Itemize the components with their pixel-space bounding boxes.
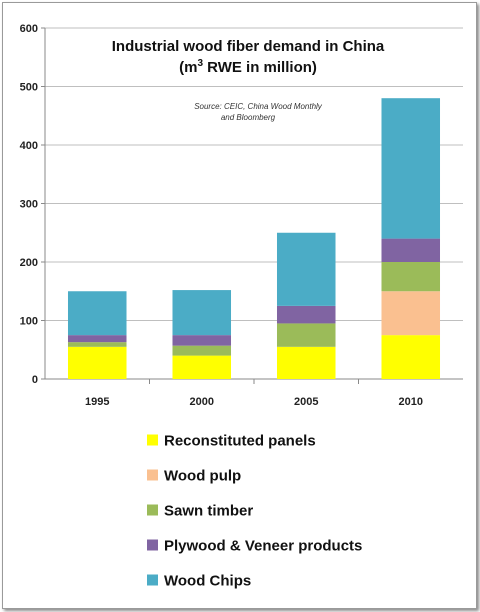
legend-label: Reconstituted panels — [164, 433, 316, 450]
bar-segment — [381, 98, 441, 239]
y-tick-label: 200 — [20, 257, 38, 269]
title-unit-sup: 3 — [197, 58, 203, 69]
y-tick-label: 400 — [20, 140, 38, 152]
x-axis: 1995 2000 2005 2010 — [45, 378, 463, 408]
bar-segment — [381, 291, 441, 336]
chart-title-line1: Industrial wood fiber demand in China — [112, 38, 385, 55]
bar-segment — [67, 335, 127, 343]
x-tick-label: 2000 — [190, 396, 214, 408]
x-tick-label: 2005 — [294, 396, 318, 408]
title-unit-pre: (m — [179, 59, 197, 76]
legend-label: Wood pulp — [164, 468, 241, 485]
bar-segment — [172, 335, 232, 346]
x-tick-label: 1995 — [85, 396, 109, 408]
bar-segment — [276, 305, 336, 324]
y-axis: 0 100 200 300 400 500 600 — [20, 23, 46, 386]
bar-segment — [67, 342, 127, 347]
chart-title-line2: (m3 RWE in million) — [179, 58, 317, 76]
legend-swatch — [147, 469, 158, 481]
source-line2: and Bloomberg — [221, 113, 276, 122]
bar-segment — [276, 346, 336, 379]
title-unit-post: RWE in million) — [203, 59, 317, 76]
bar-segment — [67, 291, 127, 336]
bar-segment — [172, 290, 232, 336]
legend-swatch — [147, 574, 158, 586]
y-tick-label: 0 — [32, 374, 38, 386]
source-line1: Source: CEIC, China Wood Monthly — [194, 102, 323, 111]
y-tick-label: 300 — [20, 199, 38, 211]
bar-segment — [276, 232, 336, 306]
x-tick-label: 2010 — [399, 396, 423, 408]
bar-segment — [67, 346, 127, 379]
legend-swatch — [147, 504, 158, 516]
bars — [67, 98, 441, 379]
bar-segment — [381, 262, 441, 292]
legend-swatch — [147, 434, 158, 446]
bar-segment — [276, 323, 336, 347]
bar-segment — [172, 355, 232, 379]
bar-segment — [381, 335, 441, 379]
bar-segment — [381, 238, 441, 262]
y-tick-label: 500 — [20, 82, 38, 94]
legend-label: Plywood & Veneer products — [164, 538, 362, 555]
y-tick-label: 600 — [20, 23, 38, 35]
legend-label: Wood Chips — [164, 573, 251, 590]
legend: Reconstituted panels Wood pulp Sawn timber… — [147, 433, 362, 590]
legend-swatch — [147, 539, 158, 551]
legend-label: Sawn timber — [164, 503, 253, 520]
bar-segment — [172, 345, 232, 356]
y-tick-label: 100 — [20, 316, 38, 328]
